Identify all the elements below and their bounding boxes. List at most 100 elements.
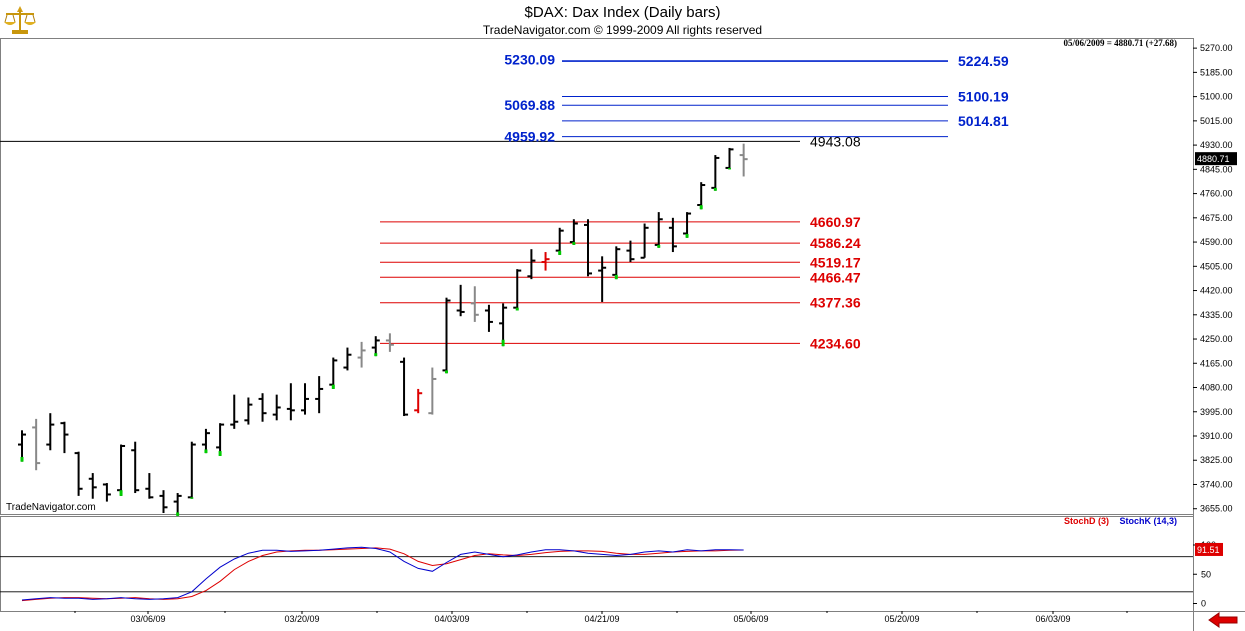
ohlc-bar xyxy=(711,155,720,191)
last-price-label: 4880.71 xyxy=(1197,154,1230,164)
y-tick-label: 5185.00 xyxy=(1200,67,1233,77)
retracement-label: 4466.47 xyxy=(810,269,861,285)
ohlc-bar xyxy=(301,383,309,415)
ohlc-bar xyxy=(683,212,692,238)
ohlc-bar xyxy=(414,388,423,414)
y-tick-label: 4165.00 xyxy=(1200,358,1233,368)
ohlc-bar xyxy=(272,394,281,421)
y-tick-label: 4930.00 xyxy=(1200,140,1233,150)
stochk-line xyxy=(21,546,744,601)
stoch-last-label: 91.51 xyxy=(1197,545,1220,555)
x-tick-label: 03/06/09 xyxy=(130,614,165,624)
y-tick-label: 3740.00 xyxy=(1200,479,1233,489)
retracement-label: 4586.24 xyxy=(810,235,861,251)
ohlc-bar xyxy=(74,451,83,496)
ohlc-bar xyxy=(739,143,748,177)
ohlc-bar xyxy=(499,303,508,347)
stoch-panel-border xyxy=(0,516,1194,612)
ohlc-bar xyxy=(598,256,607,302)
extension-label: 5230.09 xyxy=(504,52,555,68)
ohlc-bar xyxy=(428,367,437,415)
watermark: TradeNavigator.com xyxy=(6,502,96,513)
stochd-line xyxy=(21,547,744,602)
ohlc-bar xyxy=(343,347,352,371)
ohlc-bar xyxy=(145,473,154,499)
ohlc-bar xyxy=(46,413,55,451)
ohlc-bar xyxy=(315,376,324,414)
y-tick-label: 4675.00 xyxy=(1200,213,1233,223)
ohlc-bar xyxy=(484,304,493,332)
ohlc-bar xyxy=(640,223,649,259)
ohlc-bar xyxy=(88,473,97,499)
extension-label: 5100.19 xyxy=(958,89,1009,105)
stoch-y-tick-label: 50 xyxy=(1201,569,1211,579)
ohlc-bar xyxy=(541,252,550,271)
stoch-last-box xyxy=(1195,542,1223,556)
retracement-label: 4377.36 xyxy=(810,295,861,311)
ohlc-bar xyxy=(216,423,225,456)
stochastic-legend: StochD (3) StochK (14,3) xyxy=(1064,516,1177,526)
x-tick-label: 03/20/09 xyxy=(284,614,319,624)
x-tick-label: 04/03/09 xyxy=(434,614,469,624)
ohlc-bar xyxy=(513,269,522,311)
ohlc-bar xyxy=(697,182,706,210)
price-panel-border xyxy=(0,38,1194,515)
ohlc-bar xyxy=(442,297,451,374)
y-tick-label: 4590.00 xyxy=(1200,237,1233,247)
y-tick-label: 4760.00 xyxy=(1200,189,1233,199)
y-tick-label: 3825.00 xyxy=(1200,455,1233,465)
ohlc-bar xyxy=(626,240,635,263)
ohlc-bar xyxy=(173,493,182,516)
ohlc-bar xyxy=(470,286,479,322)
price-panel: 4943.08 5224.59 5230.09 5100.19 5069.88 5014.… xyxy=(0,52,1009,516)
ohlc-bar xyxy=(102,483,111,502)
gold-scale-icon xyxy=(4,6,36,34)
stoch-y-tick-label: 0 xyxy=(1201,599,1206,609)
extension-label: 5014.81 xyxy=(958,113,1009,129)
ohlc-bar xyxy=(117,444,126,496)
y-tick-label: 4845.00 xyxy=(1200,164,1233,174)
ohlc-bar xyxy=(258,393,267,422)
legend-stochd: StochD (3) xyxy=(1063,516,1109,526)
y-tick-label: 4420.00 xyxy=(1200,286,1233,296)
y-tick-label: 3995.00 xyxy=(1200,407,1233,417)
ohlc-bar xyxy=(286,383,295,421)
scroll-back-arrow-icon[interactable] xyxy=(1207,612,1239,628)
ohlc-bar xyxy=(400,357,409,417)
extension-label: 5069.88 xyxy=(504,97,555,113)
y-tick-label: 4250.00 xyxy=(1200,334,1233,344)
extension-label: 4959.92 xyxy=(504,129,555,145)
y-tick-label: 5270.00 xyxy=(1200,43,1233,53)
retracement-label: 4660.97 xyxy=(810,214,861,230)
legend-stochk: StochK (14,3) xyxy=(1119,516,1177,526)
ohlc-bar xyxy=(230,394,239,429)
ohlc-bar xyxy=(385,333,394,352)
ohlc-bar xyxy=(654,212,663,248)
ohlc-bar xyxy=(18,430,26,462)
x-tick-label: 06/03/09 xyxy=(1035,614,1070,624)
retracement-label: 4234.60 xyxy=(810,335,861,351)
ohlc-bar xyxy=(725,147,734,170)
chart-subtitle: TradeNavigator.com © 1999-2009 All right… xyxy=(482,23,763,37)
axes: 3655.00 3740.00 3825.00 3910.00 3995.00 4080.… xyxy=(74,43,1237,624)
x-tick-label: 05/20/09 xyxy=(884,614,919,624)
stochastic-panel xyxy=(0,546,1193,602)
chart-frame xyxy=(0,38,1245,631)
ohlc-bar xyxy=(456,284,465,317)
ohlc-bar xyxy=(32,418,41,471)
ohlc-bar xyxy=(60,421,69,454)
ohlc-bar xyxy=(329,357,338,389)
ohlc-bar xyxy=(569,219,578,245)
ohlc-bar xyxy=(187,441,196,499)
y-tick-label: 5100.00 xyxy=(1200,92,1233,102)
ohlc-bar xyxy=(584,219,592,277)
ohlc-bar xyxy=(527,249,536,280)
x-tick-label: 04/21/09 xyxy=(584,614,619,624)
y-tick-label: 4505.00 xyxy=(1200,261,1233,271)
ohlc-bar xyxy=(131,441,140,494)
ohlc-bar xyxy=(357,341,366,368)
last-price-stamp: 05/06/2009 = 4880.71 (+27.68) xyxy=(1063,38,1177,48)
ohlc-bar xyxy=(244,397,253,425)
retracement-label: 4519.17 xyxy=(810,254,861,270)
